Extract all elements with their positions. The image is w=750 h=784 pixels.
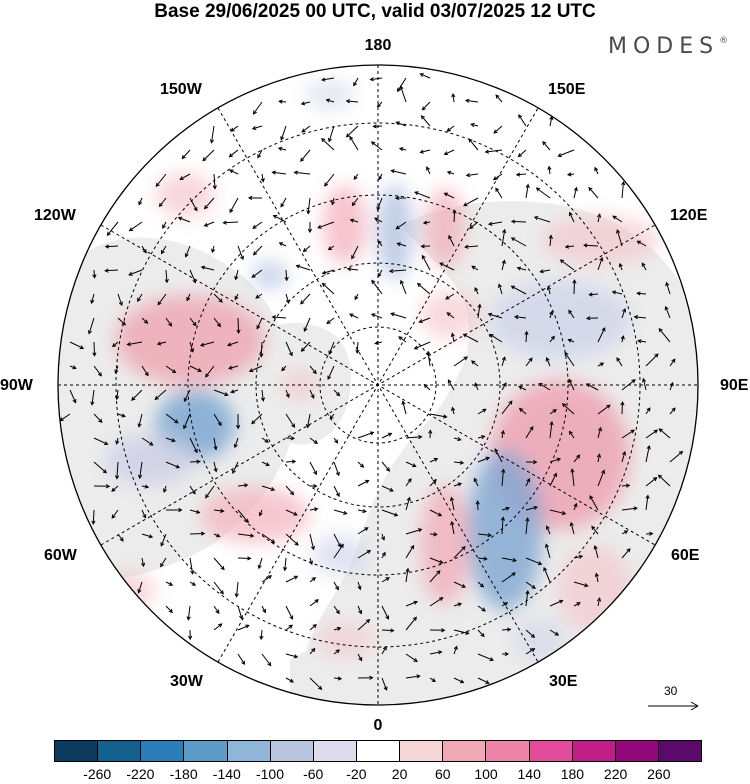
colorbar — [54, 740, 702, 762]
colorbar-segment — [530, 741, 573, 761]
anomaly-negative-central-pacific — [305, 80, 355, 110]
longitude-label-0: 0 — [374, 717, 383, 735]
anomaly-positive-subtropical-atlantic — [105, 572, 155, 608]
anomaly-positive-middle-east — [557, 545, 633, 635]
anomaly-positive-north-pacific — [155, 173, 215, 217]
longitude-label-90w: 90W — [0, 377, 33, 395]
colorbar-tick-label: -20 — [346, 766, 366, 782]
longitude-label-120w: 120W — [34, 207, 76, 225]
colorbar-segment — [616, 741, 659, 761]
wind-vector — [238, 318, 239, 333]
colorbar-segment — [659, 741, 701, 761]
wind-vector — [190, 534, 204, 535]
reference-vector — [648, 702, 698, 710]
colorbar-segment — [314, 741, 357, 761]
colorbar-segment — [486, 741, 529, 761]
colorbar-tick-label: -60 — [303, 766, 323, 782]
colorbar-tick-label: 60 — [435, 766, 451, 782]
longitude-label-60e: 60E — [671, 547, 699, 565]
colorbar-tick-label: 140 — [518, 766, 541, 782]
colorbar-segment — [443, 741, 486, 761]
anomaly-positive-pacific — [115, 295, 265, 385]
wind-vector — [622, 402, 623, 414]
colorbar-segment — [55, 741, 98, 761]
anomaly-positive-east-asia — [540, 215, 660, 265]
colorbar-tick-label: -260 — [83, 766, 111, 782]
colorbar-segment — [573, 741, 616, 761]
colorbar-segment — [228, 741, 271, 761]
colorbar-segment — [98, 741, 141, 761]
colorbar-segment — [184, 741, 227, 761]
colorbar-tick-label: 260 — [647, 766, 670, 782]
colorbar-tick-label: 220 — [604, 766, 627, 782]
colorbar-segment — [400, 741, 443, 761]
anomaly-negative-central-siberia — [490, 280, 630, 360]
wind-vector — [94, 342, 95, 356]
colorbar-tick-label: 180 — [561, 766, 584, 782]
wind-vector — [574, 280, 575, 294]
anomaly-negative-north-atlantic — [312, 535, 368, 575]
anomaly-negative-arabia — [515, 618, 565, 662]
colorbar-tick-label: -140 — [213, 766, 241, 782]
longitude-label-90e: 90E — [720, 377, 748, 395]
colorbar-tick-labels: -260 -220 -180 -140 -100 -60 -20 20 60 100 140 180 2… — [54, 766, 702, 784]
wind-vector — [512, 221, 526, 222]
wind-vector — [106, 246, 118, 247]
colorbar-tick-label: 20 — [392, 766, 408, 782]
longitude-label-150w: 150W — [160, 81, 202, 99]
longitude-label-180: 180 — [365, 37, 392, 55]
wind-vector — [238, 558, 251, 559]
anomaly-negative-east-siberia — [377, 184, 413, 280]
longitude-label-30w: 30W — [170, 673, 203, 691]
reference-vector-label: 30 — [664, 684, 677, 698]
longitude-label-120e: 120E — [670, 207, 707, 225]
anomaly-negative-alaska — [252, 261, 288, 289]
anomaly-positive-siberia — [425, 188, 465, 268]
colorbar-tick-label: 100 — [474, 766, 497, 782]
colorbar-segment — [357, 741, 400, 761]
colorbar-tick-label: -100 — [256, 766, 284, 782]
anomaly-positive-bering — [323, 185, 367, 265]
colorbar-segment — [141, 741, 184, 761]
anomaly-positive-north-africa — [315, 622, 375, 658]
longitude-label-150e: 150E — [548, 81, 585, 99]
colorbar-tick-label: -220 — [126, 766, 154, 782]
wind-vector — [93, 510, 94, 524]
colorbar-tick-label: -180 — [170, 766, 198, 782]
colorbar-segment — [271, 741, 314, 761]
longitude-label-60w: 60W — [44, 547, 77, 565]
longitude-label-30e: 30E — [549, 673, 577, 691]
